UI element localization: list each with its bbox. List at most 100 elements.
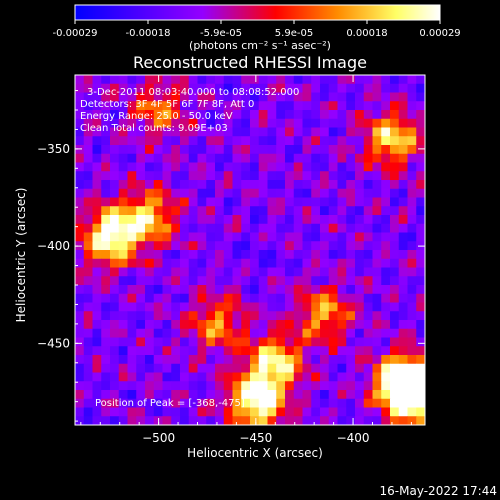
heatmap-cell	[407, 346, 417, 356]
heatmap-cell	[75, 145, 85, 155]
heatmap-cell	[118, 145, 128, 155]
heatmap-cell	[188, 416, 198, 426]
heatmap-cell	[276, 241, 286, 251]
heatmap-cell	[215, 372, 225, 382]
heatmap-cell	[223, 381, 233, 391]
heatmap-cell	[302, 276, 312, 286]
heatmap-cell	[390, 92, 400, 102]
heatmap-cell	[215, 197, 225, 207]
heatmap-cell	[267, 92, 277, 102]
heatmap-cell	[75, 153, 85, 163]
heatmap-cell	[407, 328, 417, 338]
heatmap-cell	[293, 145, 303, 155]
heatmap-cell	[363, 188, 373, 198]
heatmap-cell	[372, 381, 382, 391]
heatmap-cell	[337, 302, 347, 312]
heatmap-cell	[346, 363, 356, 373]
heatmap-cell	[267, 241, 277, 251]
heatmap-cell	[320, 293, 330, 303]
heatmap-cell	[110, 337, 120, 347]
heatmap-cell	[153, 83, 163, 93]
heatmap-cell	[92, 398, 102, 408]
heatmap-cell	[118, 390, 128, 400]
heatmap-cell	[241, 355, 251, 365]
heatmap-cell	[363, 232, 373, 242]
heatmap-cell	[285, 407, 295, 417]
heatmap-cell	[293, 136, 303, 146]
heatmap-cell	[311, 407, 321, 417]
heatmap-cell	[188, 223, 198, 233]
heatmap-cell	[188, 180, 198, 190]
heatmap-cell	[372, 153, 382, 163]
heatmap-cell	[250, 398, 260, 408]
heatmap-cell	[267, 206, 277, 216]
heatmap-cell	[250, 153, 260, 163]
heatmap-cell	[180, 75, 190, 85]
heatmap-cell	[83, 311, 93, 321]
heatmap-cell	[153, 206, 163, 216]
heatmap-cell	[241, 320, 251, 330]
heatmap-cell	[241, 153, 251, 163]
heatmap-cell	[302, 285, 312, 295]
heatmap-cell	[153, 311, 163, 321]
heatmap-cell	[101, 302, 111, 312]
heatmap-cell	[293, 180, 303, 190]
heatmap-cell	[215, 101, 225, 111]
heatmap-cell	[188, 398, 198, 408]
heatmap-cell	[83, 337, 93, 347]
heatmap-cell	[171, 153, 181, 163]
heatmap-cell	[416, 276, 426, 286]
heatmap-cell	[320, 416, 330, 426]
heatmap-cell	[92, 188, 102, 198]
heatmap-cell	[232, 136, 242, 146]
heatmap-cell	[75, 136, 85, 146]
heatmap-cell	[145, 118, 155, 128]
heatmap-cell	[293, 276, 303, 286]
heatmap-cell	[188, 215, 198, 225]
heatmap-cell	[285, 293, 295, 303]
heatmap-cell	[206, 162, 216, 172]
heatmap-cell	[320, 390, 330, 400]
heatmap-cell	[285, 136, 295, 146]
heatmap-cell	[328, 398, 338, 408]
heatmap-cell	[293, 363, 303, 373]
heatmap-cell	[101, 416, 111, 426]
heatmap-cell	[258, 162, 268, 172]
heatmap-cell	[337, 363, 347, 373]
heatmap-cell	[188, 320, 198, 330]
heatmap-cell	[136, 250, 146, 260]
heatmap-cell	[337, 180, 347, 190]
heatmap-cell	[390, 328, 400, 338]
heatmap-cell	[407, 83, 417, 93]
heatmap-cell	[320, 285, 330, 295]
heatmap-cell	[145, 320, 155, 330]
heatmap-cell	[320, 328, 330, 338]
heatmap-cell	[258, 381, 268, 391]
heatmap-cell	[162, 258, 172, 268]
heatmap-cell	[258, 171, 268, 181]
heatmap-cell	[162, 398, 172, 408]
heatmap-cell	[232, 215, 242, 225]
heatmap-cell	[223, 197, 233, 207]
heatmap-cell	[311, 118, 321, 128]
heatmap-cell	[101, 372, 111, 382]
heatmap-cell	[346, 293, 356, 303]
heatmap-cell	[363, 180, 373, 190]
heatmap-cell	[145, 346, 155, 356]
heatmap-cell	[328, 267, 338, 277]
heatmap-cell	[145, 285, 155, 295]
heatmap-cell	[162, 180, 172, 190]
heatmap-cell	[180, 337, 190, 347]
heatmap-cell	[145, 180, 155, 190]
heatmap-cell	[267, 381, 277, 391]
heatmap-cell	[232, 363, 242, 373]
heatmap-cell	[145, 250, 155, 260]
heatmap-cell	[267, 145, 277, 155]
heatmap-cell	[232, 320, 242, 330]
heatmap-cell	[337, 75, 347, 85]
heatmap-cell	[118, 180, 128, 190]
heatmap-cell	[398, 346, 408, 356]
heatmap-cell	[346, 75, 356, 85]
heatmap-cell	[363, 285, 373, 295]
heatmap-cell	[180, 416, 190, 426]
